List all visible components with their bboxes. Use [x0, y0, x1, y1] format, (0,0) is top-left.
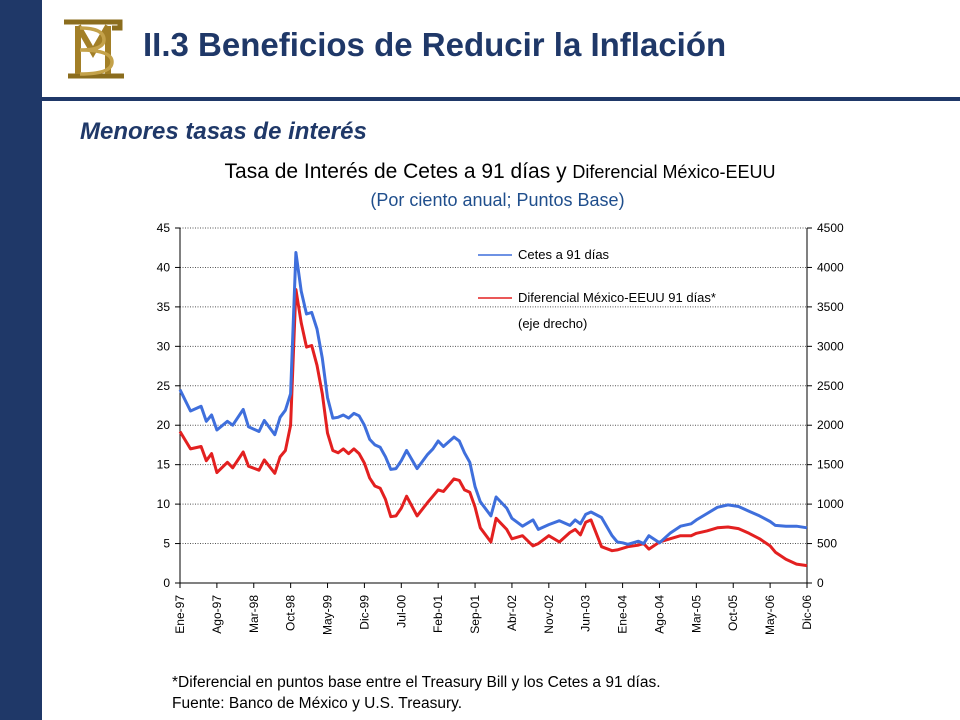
y-right-tick-label: 3000	[817, 339, 844, 353]
x-tick-label: Mar-98	[247, 595, 261, 633]
footnote: *Diferencial en puntos base entre el Tre…	[172, 674, 661, 691]
x-tick-label: Ago-04	[652, 595, 666, 634]
source-note: Fuente: Banco de México y U.S. Treasury.	[172, 695, 463, 712]
x-tick-label: Ene-04	[616, 595, 630, 634]
left-sidebar-bar	[0, 0, 42, 720]
x-tick-label: May-06	[763, 595, 777, 635]
y-right-tick-label: 4000	[817, 260, 844, 274]
y-left-tick-label: 0	[163, 576, 170, 590]
chart-units: (Por ciento anual; Puntos Base)	[370, 190, 625, 210]
chart-title: Tasa de Interés de Cetes a 91 días y Dif…	[100, 160, 900, 184]
x-tick-label: Sep-01	[468, 595, 482, 634]
y-right-tick-label: 2500	[817, 379, 844, 393]
x-tick-label: Jun-03	[579, 595, 593, 632]
legend-label: Diferencial México-EEUU 91 días*	[518, 290, 716, 305]
x-tick-label: Jul-00	[394, 595, 408, 628]
x-tick-label: Mar-05	[689, 595, 703, 633]
y-left-tick-label: 10	[157, 497, 171, 511]
x-tick-label: May-99	[321, 595, 335, 635]
x-tick-label: Ene-97	[173, 595, 187, 634]
line-chart: 0 5 10 15 20 25 30 35 40 45 0 500 1000 1500 2000 2500 30…	[157, 221, 844, 635]
x-tick-label: Ago-97	[210, 595, 224, 634]
y-left-tick-label: 20	[157, 418, 171, 432]
y-left-tick-label: 5	[163, 537, 170, 551]
title-divider	[42, 97, 960, 101]
series-line-cetes	[178, 251, 808, 546]
x-tick-label: Feb-01	[431, 595, 445, 633]
y-right-tick-label: 0	[817, 576, 824, 590]
chart-title-main: Tasa de Interés de Cetes a 91 días y	[224, 160, 573, 183]
x-tick-label: Nov-02	[542, 595, 556, 634]
y-right-tick-label: 2000	[817, 418, 844, 432]
x-tick-label: Oct-05	[726, 595, 740, 631]
page-subtitle: Menores tasas de interés	[80, 118, 367, 145]
legend-label: Cetes a 91 días	[518, 247, 610, 262]
x-tick-label: Oct-98	[284, 595, 298, 631]
x-tick-label: Abr-02	[505, 595, 519, 631]
y-left-tick-label: 35	[157, 300, 171, 314]
y-right-tick-label: 4500	[817, 221, 844, 235]
legend-label-note: (eje drecho)	[518, 316, 587, 331]
y-right-tick-label: 1000	[817, 497, 844, 511]
page-title: II.3 Beneficios de Reducir la Inflación	[143, 26, 727, 63]
banxico-logo	[64, 19, 124, 79]
chart-title-small: Diferencial México-EEUU	[572, 162, 776, 182]
y-right-tick-label: 1500	[817, 458, 844, 472]
y-right-tick-label: 500	[817, 537, 837, 551]
y-left-tick-label: 25	[157, 379, 171, 393]
y-right-tick-label: 3500	[817, 300, 844, 314]
y-left-tick-label: 30	[157, 339, 171, 353]
y-left-tick-label: 45	[157, 221, 171, 235]
y-left-tick-label: 15	[157, 458, 171, 472]
y-left-tick-label: 40	[157, 260, 171, 274]
series-line-diferencial	[178, 288, 808, 568]
x-tick-label: Dic-06	[800, 595, 814, 630]
x-tick-label: Dic-99	[357, 595, 371, 630]
